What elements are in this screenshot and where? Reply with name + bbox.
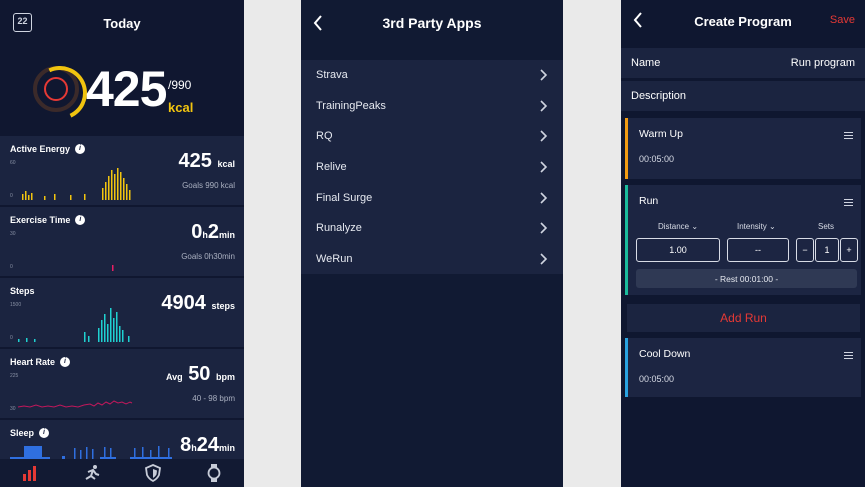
drag-handle-icon[interactable] bbox=[844, 199, 853, 206]
info-icon[interactable]: i bbox=[39, 428, 50, 438]
steps-chart bbox=[18, 308, 130, 342]
name-value: Run program bbox=[790, 57, 855, 69]
save-button[interactable]: Save bbox=[829, 14, 855, 26]
nav-bar: Create Program Save bbox=[621, 0, 865, 42]
drag-handle-icon[interactable] bbox=[844, 352, 853, 359]
activity-ring-icon bbox=[33, 66, 79, 112]
active-energy-value: 425 kcal bbox=[178, 150, 235, 172]
page-title: Today bbox=[103, 15, 141, 31]
chevron-right-icon bbox=[540, 192, 548, 204]
info-icon[interactable]: i bbox=[75, 215, 86, 225]
nav-bar: 3rd Party Apps bbox=[301, 0, 563, 46]
today-screen: 22 Today 425 /990 kcal Active Energy i 60… bbox=[0, 0, 244, 487]
intensity-dropdown[interactable]: Intensity ⌄ bbox=[737, 222, 776, 231]
today-header: 22 Today bbox=[0, 0, 244, 46]
watch-icon[interactable] bbox=[202, 462, 226, 484]
chevron-right-icon bbox=[540, 253, 548, 265]
description-field[interactable]: Description bbox=[621, 81, 865, 111]
app-row-relive[interactable]: Relive bbox=[301, 152, 563, 183]
chevron-right-icon bbox=[540, 222, 548, 234]
steps-value: 4904 steps bbox=[161, 292, 235, 314]
tab-bar bbox=[0, 459, 244, 487]
sets-decrement-button[interactable]: − bbox=[796, 238, 814, 262]
chevron-right-icon bbox=[540, 130, 548, 143]
sets-label: Sets bbox=[818, 222, 835, 231]
intensity-input[interactable]: -- bbox=[727, 238, 789, 262]
card-heart-rate[interactable]: Heart Rate i 225 30 Avg 50 bpm 40 - 98 bp… bbox=[0, 349, 244, 418]
app-row-trainingpeaks[interactable]: TrainingPeaks bbox=[301, 91, 563, 122]
sleep-value: 8h24min bbox=[180, 434, 235, 456]
add-run-button[interactable]: Add Run bbox=[627, 304, 860, 332]
calories-unit: kcal bbox=[168, 100, 194, 115]
chevron-right-icon bbox=[540, 161, 548, 173]
app-row-strava[interactable]: Strava bbox=[301, 60, 563, 91]
chevron-right-icon bbox=[540, 100, 548, 112]
calories-goal: /990 bbox=[168, 78, 192, 92]
page-title: Create Program bbox=[694, 13, 792, 29]
running-icon[interactable] bbox=[80, 462, 104, 484]
card-active-energy[interactable]: Active Energy i 60 0 425 kcal Goals 990 k… bbox=[0, 136, 244, 205]
rest-interval[interactable]: - Rest 00:01:00 - bbox=[636, 269, 857, 288]
info-icon[interactable]: i bbox=[75, 144, 86, 154]
drag-handle-icon[interactable] bbox=[844, 132, 853, 139]
app-row-final-surge[interactable]: Final Surge bbox=[301, 182, 563, 213]
app-row-rq[interactable]: RQ bbox=[301, 121, 563, 152]
info-icon[interactable]: i bbox=[60, 357, 71, 367]
third-party-apps-screen: 3rd Party Apps Strava TrainingPeaks RQ R… bbox=[301, 0, 563, 487]
calendar-icon[interactable]: 22 bbox=[13, 13, 32, 32]
app-list: Strava TrainingPeaks RQ Relive Final Sur… bbox=[301, 60, 563, 275]
card-label: Active Energy i bbox=[10, 144, 86, 154]
heart-rate-chart bbox=[17, 400, 133, 408]
shield-icon[interactable] bbox=[141, 462, 165, 484]
heart-rate-value: Avg 50 bpm bbox=[165, 363, 235, 385]
exercise-time-chart bbox=[112, 265, 114, 271]
name-field[interactable]: Name Run program bbox=[621, 48, 865, 78]
active-energy-chart bbox=[22, 168, 131, 200]
distance-input[interactable]: 1.00 bbox=[636, 238, 720, 262]
chevron-right-icon bbox=[540, 69, 548, 81]
sets-increment-button[interactable]: + bbox=[840, 238, 858, 262]
distance-dropdown[interactable]: Distance ⌄ bbox=[658, 222, 699, 231]
app-row-werun[interactable]: WeRun bbox=[301, 244, 563, 275]
exercise-time-value: 0h2min bbox=[191, 221, 235, 243]
sets-input[interactable]: 1 bbox=[815, 238, 839, 262]
page-title: 3rd Party Apps bbox=[382, 15, 482, 31]
run-block: Run Distance ⌄ Intensity ⌄ Sets 1.00 -- … bbox=[625, 185, 861, 295]
back-icon[interactable] bbox=[633, 10, 653, 30]
create-program-screen: Create Program Save Name Run program Des… bbox=[621, 0, 865, 487]
card-exercise-time[interactable]: Exercise Time i 30 0 0h2min Goals 0h30min bbox=[0, 207, 244, 276]
warmup-block[interactable]: Warm Up 00:05:00 bbox=[625, 118, 861, 179]
card-steps[interactable]: Steps 1500 0 4904 steps bbox=[0, 278, 244, 347]
chart-icon[interactable] bbox=[19, 462, 43, 484]
app-row-runalyze[interactable]: Runalyze bbox=[301, 213, 563, 244]
cooldown-block[interactable]: Cool Down 00:05:00 bbox=[625, 338, 861, 397]
back-icon[interactable] bbox=[313, 13, 333, 33]
calories-value: 425 bbox=[86, 61, 167, 117]
sleep-chart bbox=[10, 446, 172, 459]
calorie-summary: 425 /990 kcal bbox=[0, 46, 244, 136]
